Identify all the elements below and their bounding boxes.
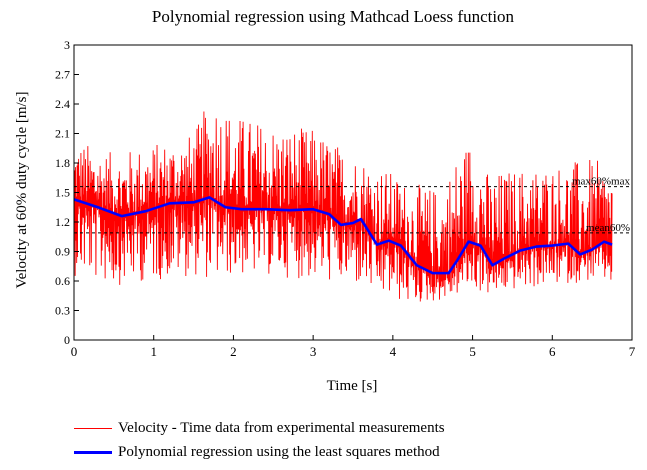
x-tick-label: 3 bbox=[310, 344, 317, 359]
y-tick-label: 0 bbox=[64, 333, 70, 347]
y-tick-label: 3 bbox=[64, 38, 70, 52]
y-tick-label: 1.5 bbox=[55, 186, 70, 200]
x-axis-label: Time [s] bbox=[327, 378, 378, 394]
legend-swatch-fit bbox=[74, 450, 112, 454]
y-tick-label: 2.7 bbox=[55, 68, 70, 82]
y-axis-label: Velocity at 60% duty cycle [m/s] bbox=[14, 91, 30, 288]
x-tick-label: 5 bbox=[469, 344, 476, 359]
data-series-velocity bbox=[73, 111, 613, 302]
y-tick-label: 2.4 bbox=[55, 97, 70, 111]
legend-item-fit: Polynomial regression using the least sq… bbox=[74, 440, 445, 464]
x-tick-label: 4 bbox=[390, 344, 397, 359]
legend-swatch-data bbox=[74, 427, 112, 429]
chart-title: Polynomial regression using Mathcad Loes… bbox=[152, 7, 515, 26]
y-tick-label: 1.2 bbox=[55, 215, 70, 229]
regression-line bbox=[73, 196, 613, 275]
y-tick-label: 1.8 bbox=[55, 156, 70, 170]
x-tick-label: 1 bbox=[150, 344, 157, 359]
y-tick-label: 2.1 bbox=[55, 127, 70, 141]
reference-line-label-1: max60%max bbox=[572, 176, 631, 188]
legend-item-data: Velocity - Time data from experimental m… bbox=[74, 416, 445, 440]
y-tick-label: 0.6 bbox=[55, 274, 70, 288]
legend-label-fit: Polynomial regression using the least sq… bbox=[118, 443, 440, 460]
x-tick-label: 7 bbox=[629, 344, 636, 359]
plot-area: max60%max mean60% 0 1 2 3 4 5 6 7 0 0.3 0.6 0.9 1.2 1.5… bbox=[55, 38, 636, 359]
reference-line-label-2: mean60% bbox=[586, 222, 630, 234]
y-tick-label: 0.3 bbox=[55, 304, 70, 318]
x-tick-label: 6 bbox=[549, 344, 556, 359]
legend: Velocity - Time data from experimental m… bbox=[74, 416, 445, 464]
legend-label-data: Velocity - Time data from experimental m… bbox=[118, 419, 445, 436]
x-tick-label: 0 bbox=[71, 344, 78, 359]
y-tick-label: 0.9 bbox=[55, 245, 70, 259]
x-tick-label: 2 bbox=[230, 344, 237, 359]
